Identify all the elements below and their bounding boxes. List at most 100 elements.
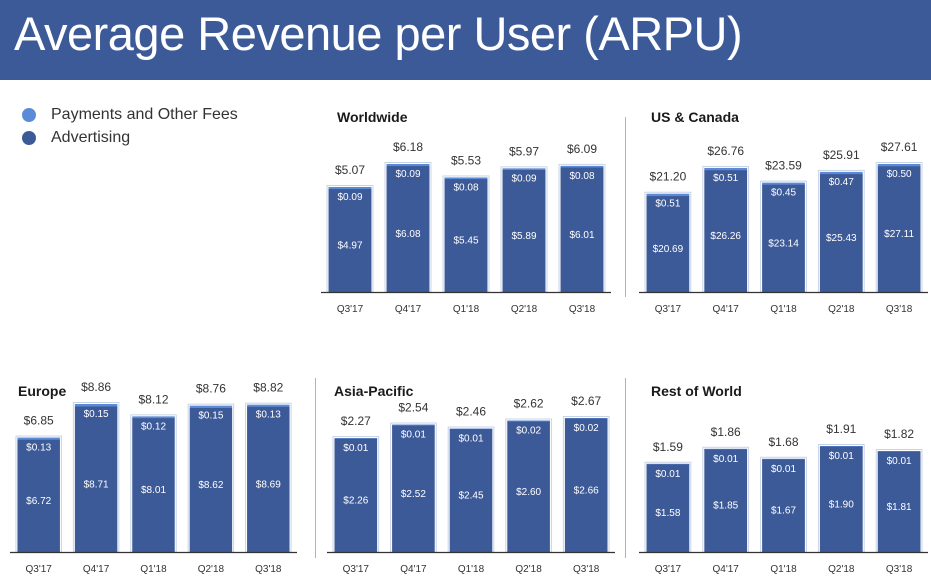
label-total-asia-pacific-3: $2.62 xyxy=(514,397,544,411)
bar-payments-europe-4 xyxy=(247,404,290,408)
label-payments-rest-of-world-3: $0.01 xyxy=(829,451,854,462)
tick-label-asia-pacific-0: Q3'17 xyxy=(343,564,370,575)
label-payments-europe-4: $0.13 xyxy=(256,410,281,421)
label-payments-asia-pacific-0: $0.01 xyxy=(343,443,368,454)
bar-payments-europe-0 xyxy=(17,437,60,441)
tick-label-us-canada-0: Q3'17 xyxy=(655,304,682,315)
panel-divider-bottom-left xyxy=(315,378,316,558)
chart-title-rest-of-world: Rest of World xyxy=(651,383,742,399)
label-total-us-canada-3: $25.91 xyxy=(823,148,860,162)
tick-label-us-canada-4: Q3'18 xyxy=(886,304,913,315)
label-advertising-asia-pacific-3: $2.60 xyxy=(516,487,541,498)
label-total-europe-4: $8.82 xyxy=(253,381,283,395)
bar-payments-asia-pacific-3 xyxy=(507,420,550,423)
bar-advertising-asia-pacific-2 xyxy=(449,429,493,552)
label-payments-us-canada-3: $0.47 xyxy=(829,177,854,188)
label-payments-rest-of-world-1: $0.01 xyxy=(713,454,738,465)
label-payments-worldwide-1: $0.09 xyxy=(395,169,420,180)
label-payments-rest-of-world-2: $0.01 xyxy=(771,464,796,475)
label-advertising-us-canada-1: $26.26 xyxy=(710,231,741,242)
title-bar: Average Revenue per User (ARPU) xyxy=(0,0,931,80)
bar-advertising-europe-3 xyxy=(189,408,233,552)
label-payments-us-canada-2: $0.45 xyxy=(771,188,796,199)
label-payments-worldwide-2: $0.08 xyxy=(453,182,478,193)
tick-label-europe-0: Q3'17 xyxy=(26,564,53,575)
label-advertising-us-canada-3: $25.43 xyxy=(826,233,857,244)
label-payments-worldwide-3: $0.09 xyxy=(511,173,536,184)
label-total-worldwide-0: $5.07 xyxy=(335,163,365,177)
panel-divider-bottom-right xyxy=(625,378,626,558)
label-total-europe-0: $6.85 xyxy=(24,414,54,428)
chart-title-us-canada: US & Canada xyxy=(651,109,739,125)
panel-divider-top xyxy=(625,117,626,297)
label-total-rest-of-world-4: $1.82 xyxy=(884,427,914,441)
tick-label-worldwide-4: Q3'18 xyxy=(569,304,596,315)
label-payments-asia-pacific-2: $0.01 xyxy=(458,434,483,445)
label-advertising-europe-2: $8.01 xyxy=(141,485,166,496)
label-total-asia-pacific-2: $2.46 xyxy=(456,405,486,419)
bar-payments-worldwide-4 xyxy=(560,165,604,169)
tick-label-worldwide-1: Q4'17 xyxy=(395,304,422,315)
label-advertising-asia-pacific-1: $2.52 xyxy=(401,489,426,500)
tick-label-us-canada-2: Q1'18 xyxy=(770,304,797,315)
label-total-rest-of-world-0: $1.59 xyxy=(653,440,683,454)
legend-swatch-payments xyxy=(22,107,36,122)
label-advertising-asia-pacific-2: $2.45 xyxy=(458,491,483,502)
label-payments-asia-pacific-4: $0.02 xyxy=(574,423,599,434)
chart-title-worldwide: Worldwide xyxy=(337,109,408,125)
label-advertising-europe-4: $8.69 xyxy=(256,479,281,490)
bar-advertising-rest-of-world-1 xyxy=(704,449,748,552)
bar-payments-worldwide-1 xyxy=(386,164,430,167)
legend-swatch-advertising xyxy=(22,130,36,145)
bar-advertising-rest-of-world-0 xyxy=(646,464,690,552)
tick-label-rest-of-world-1: Q4'17 xyxy=(713,564,740,575)
bar-advertising-rest-of-world-4 xyxy=(877,451,921,552)
label-total-asia-pacific-4: $2.67 xyxy=(571,394,601,408)
label-advertising-worldwide-1: $6.08 xyxy=(395,229,420,240)
bar-advertising-us-canada-3 xyxy=(819,174,863,292)
tick-label-rest-of-world-2: Q1'18 xyxy=(770,564,797,575)
tick-label-europe-3: Q2'18 xyxy=(198,564,225,575)
bar-payments-worldwide-3 xyxy=(502,168,546,171)
chart-title-europe: Europe xyxy=(18,383,66,399)
bar-advertising-europe-0 xyxy=(17,439,60,552)
label-total-rest-of-world-2: $1.68 xyxy=(768,435,798,449)
bar-payments-us-canada-0 xyxy=(646,193,690,197)
bar-payments-europe-2 xyxy=(132,416,175,419)
bar-payments-asia-pacific-1 xyxy=(392,424,435,427)
label-advertising-worldwide-4: $6.01 xyxy=(569,230,594,241)
label-total-asia-pacific-0: $2.27 xyxy=(341,414,371,428)
bar-payments-worldwide-2 xyxy=(444,177,488,180)
label-payments-worldwide-4: $0.08 xyxy=(569,171,594,182)
tick-label-asia-pacific-1: Q4'17 xyxy=(400,564,427,575)
bar-advertising-worldwide-2 xyxy=(444,179,488,292)
bar-advertising-rest-of-world-2 xyxy=(762,459,805,552)
tick-label-europe-4: Q3'18 xyxy=(255,564,282,575)
label-advertising-us-canada-0: $20.69 xyxy=(653,244,684,255)
bar-advertising-rest-of-world-3 xyxy=(819,446,863,552)
bar-advertising-us-canada-0 xyxy=(646,196,690,292)
label-payments-europe-3: $0.15 xyxy=(198,411,223,422)
tick-label-us-canada-3: Q2'18 xyxy=(828,304,855,315)
bar-advertising-worldwide-1 xyxy=(386,166,430,292)
bar-payments-us-canada-4 xyxy=(877,164,921,167)
bar-advertising-asia-pacific-1 xyxy=(392,425,435,552)
bar-payments-europe-1 xyxy=(74,404,118,408)
legend-label-advertising: Advertising xyxy=(51,128,131,146)
tick-label-asia-pacific-3: Q2'18 xyxy=(515,564,542,575)
label-total-us-canada-2: $23.59 xyxy=(765,159,802,173)
label-advertising-worldwide-0: $4.97 xyxy=(337,241,362,252)
bar-advertising-asia-pacific-3 xyxy=(507,421,550,552)
bar-advertising-us-canada-2 xyxy=(762,184,805,292)
label-total-worldwide-2: $5.53 xyxy=(451,153,481,167)
bar-payments-worldwide-0 xyxy=(328,186,372,190)
label-total-europe-1: $8.86 xyxy=(81,380,111,394)
label-advertising-worldwide-3: $5.89 xyxy=(511,231,536,242)
tick-label-rest-of-world-0: Q3'17 xyxy=(655,564,682,575)
label-total-worldwide-3: $5.97 xyxy=(509,144,539,158)
chart-title-asia-pacific: Asia-Pacific xyxy=(334,383,414,399)
bar-advertising-worldwide-4 xyxy=(560,167,604,292)
label-payments-europe-1: $0.15 xyxy=(84,409,109,420)
label-advertising-rest-of-world-4: $1.81 xyxy=(887,502,912,513)
label-payments-us-canada-1: $0.51 xyxy=(713,173,738,184)
